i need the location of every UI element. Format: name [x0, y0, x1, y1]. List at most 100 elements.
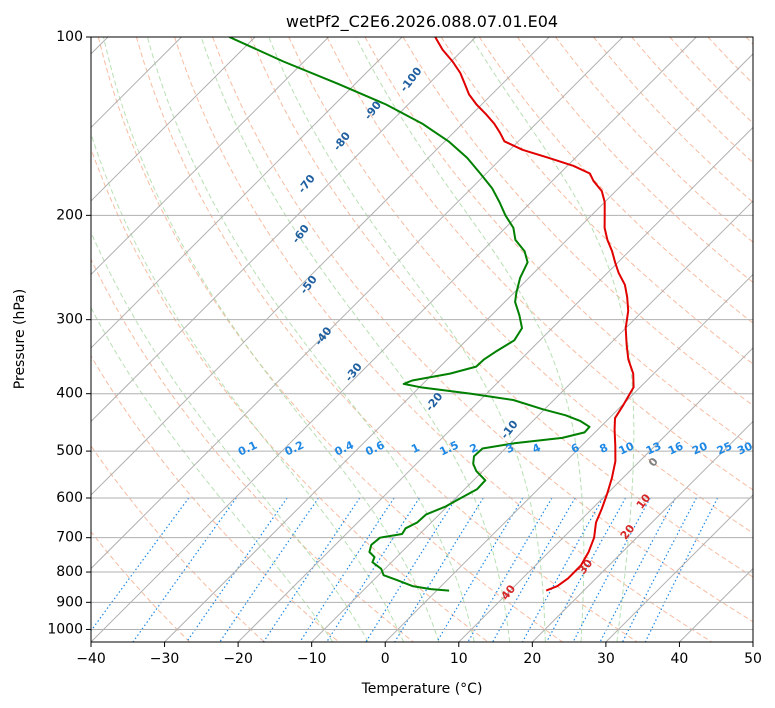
y-axis: 100 200 300 400 500 600 700 800 900 1000: [47, 29, 91, 637]
mixing-ratio-label: 16: [666, 439, 686, 457]
dry-adiabat-line: [669, 37, 753, 124]
isotherm-line: [164, 53, 753, 642]
x-axis-title: Temperature (°C): [361, 681, 483, 697]
mixing-ratio-label: 4: [530, 441, 543, 456]
y-tick-label: 500: [56, 443, 83, 459]
moist-adiabat-line: [470, 37, 635, 642]
y-tick-label: 400: [56, 386, 83, 402]
theta-e-label: -70: [295, 172, 318, 196]
chart-title: wetPf2_C2E6.2026.088.07.01.E04: [286, 12, 558, 32]
mixing-ratio-line: [599, 497, 677, 642]
x-tick-label: 20: [523, 651, 541, 667]
isotherm-line: [237, 126, 753, 642]
mixing-ratio-label: 0.2: [283, 439, 306, 459]
isotherm-line: [91, 37, 403, 349]
dry-adiabat-line: [91, 147, 489, 642]
mixing-ratio-line: [219, 497, 319, 642]
dry-adiabat-line: [97, 37, 563, 642]
isotherm-line: [91, 37, 624, 570]
mixing-ratio-label: 36: [756, 439, 775, 457]
x-tick-label: 30: [597, 651, 615, 667]
x-axis: −40 −30 −20 −10 0 10 20 30 40 50: [76, 642, 762, 667]
mixing-ratio-label: 8: [598, 441, 610, 456]
mixing-ratio-line: [326, 497, 420, 642]
mixing-ratio-label: 13: [644, 439, 663, 457]
isotherm-line: [752, 641, 753, 642]
dry-adiabat-line: [364, 37, 753, 448]
mixing-ratio-line: [91, 497, 190, 632]
mixing-ratio-line: [262, 497, 361, 642]
moist-adiabat-line: [200, 37, 511, 642]
x-tick-label: 50: [744, 651, 762, 667]
mixing-ratio-label: 10: [617, 439, 637, 457]
dry-adiabat-line: [91, 530, 191, 642]
x-tick-label: 40: [671, 651, 689, 667]
dry-adiabat-line: [631, 37, 753, 164]
x-tick-label: −40: [76, 651, 106, 667]
isotherm-line: [91, 37, 329, 276]
theta-e-label: -30: [342, 360, 365, 384]
y-tick-label: 600: [56, 490, 83, 506]
dry-adiabat-line: [91, 258, 414, 642]
mixing-ratio-label: 25: [715, 439, 734, 457]
y-tick-label: 300: [56, 312, 83, 328]
dry-adiabat-line: [440, 37, 753, 365]
dry-adiabat-line: [135, 37, 638, 642]
dry-adiabat-line: [212, 37, 753, 623]
isotherm-line: [605, 494, 753, 642]
y-tick-label: 100: [56, 29, 83, 45]
isotherm-line: [91, 37, 550, 496]
profiles: [228, 37, 635, 592]
moist-adiabat-line: [91, 231, 369, 642]
isotherm-line: [311, 200, 753, 642]
dry-adiabat-line: [707, 37, 753, 85]
x-tick-label: 0: [381, 651, 390, 667]
moist-adiabat-line: [355, 37, 585, 642]
x-tick-label: −20: [223, 651, 253, 667]
mixing-ratio-line: [365, 497, 457, 642]
moist-adiabat-line: [146, 37, 475, 642]
mixing-ratio-label: 30: [735, 439, 755, 457]
dry-adiabat-line: [478, 37, 753, 324]
theta-e-label: -50: [297, 273, 320, 297]
plot-frame: [90, 36, 754, 643]
mixing-ratio-line: [299, 497, 395, 642]
mixing-ratio-line: [572, 497, 651, 642]
mixing-ratio-label: 20: [690, 439, 710, 457]
isotherm-line: [679, 567, 753, 642]
x-tick-label: −10: [297, 651, 327, 667]
y-tick-label: 700: [56, 530, 83, 546]
mixing-ratio-label: 0.6: [363, 438, 386, 458]
dewpoint-line: [228, 37, 591, 592]
x-tick-label: 10: [450, 651, 468, 667]
moist-adiabat-line: [103, 37, 440, 642]
theta-label: 30: [576, 557, 596, 577]
mixing-ratio-label: 1: [409, 441, 421, 456]
temperature-line: [434, 37, 635, 592]
moist-adiabat-line: [268, 37, 546, 642]
dry-adiabat-line: [402, 37, 753, 406]
x-tick-label: −30: [150, 651, 180, 667]
moist-adiabat-line: [91, 132, 405, 642]
mixing-ratio-label: 0.4: [333, 438, 356, 458]
theta-e-label: -60: [289, 222, 312, 246]
y-tick-label: 1000: [47, 621, 83, 637]
mixing-ratio-line: [467, 497, 553, 642]
dry-adiabat-line: [91, 445, 265, 642]
isotherm-line: [458, 347, 753, 642]
mixing-ratio-line: [132, 497, 237, 642]
mixing-ratio-label: 2: [468, 441, 480, 456]
dry-adiabat-line: [745, 37, 753, 45]
isotherm-line: [91, 37, 697, 642]
y-tick-label: 200: [56, 207, 83, 223]
mixing-ratio-line: [644, 497, 719, 642]
dry-adiabat-line: [91, 355, 340, 642]
dry-adiabat-line: [516, 37, 753, 284]
grid: [91, 37, 753, 642]
mixing-ratio-line: [492, 497, 576, 642]
mixing-ratio-line: [186, 497, 288, 642]
moist-adiabat-line: [91, 306, 334, 642]
y-tick-label: 900: [56, 594, 83, 610]
y-axis-title: Pressure (hPa): [12, 289, 28, 389]
